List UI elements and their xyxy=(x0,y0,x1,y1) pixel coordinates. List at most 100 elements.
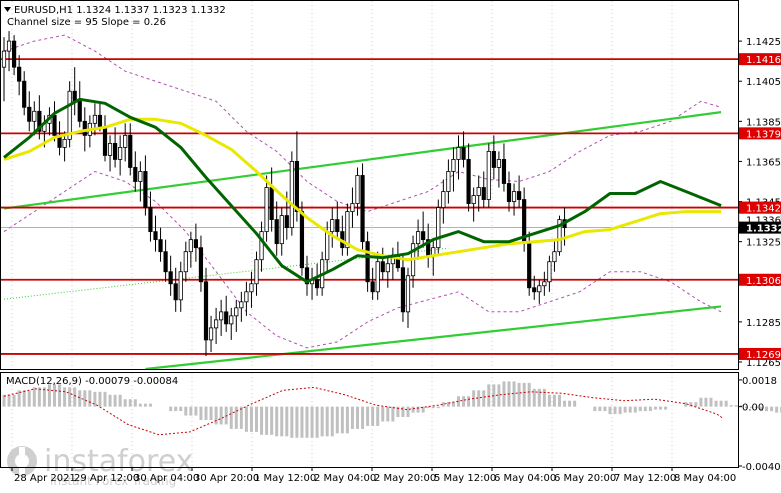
candle-body xyxy=(314,279,320,289)
ma-fast-line xyxy=(3,97,722,284)
instaforex-logo-icon xyxy=(7,446,37,476)
candle xyxy=(128,123,133,176)
macd-axis: 0.0018 0.00 -0.0040 xyxy=(738,376,781,473)
candle xyxy=(143,155,148,216)
candle-body xyxy=(345,211,350,249)
candle-body xyxy=(239,301,244,309)
candle-body xyxy=(143,171,148,208)
candle xyxy=(133,151,138,192)
chart-header: EURUSD,H1 1.1324 1.1337 1.1323 1.1332 Ch… xyxy=(4,5,226,28)
candle-body xyxy=(279,215,284,245)
candle xyxy=(294,131,300,222)
candle xyxy=(138,161,143,202)
time-tick-label: 30 Apr 20:00 xyxy=(194,473,259,484)
ma-slow-line xyxy=(3,117,722,262)
level-tag-label: 1.1269 xyxy=(746,350,781,361)
candle-body xyxy=(350,203,355,212)
candle xyxy=(77,81,82,128)
macd-signal-line xyxy=(3,386,724,436)
candle-body xyxy=(360,175,365,243)
candle xyxy=(385,255,390,288)
candle-body xyxy=(456,146,461,160)
candle-body xyxy=(193,239,198,249)
candle xyxy=(178,261,183,312)
current-price-tag xyxy=(739,221,781,234)
candle xyxy=(400,255,406,322)
candle-body xyxy=(330,219,335,233)
candle-body xyxy=(476,187,481,196)
candle xyxy=(491,135,496,180)
price-tick-label: 1.1425 xyxy=(746,37,781,48)
candle-body xyxy=(264,187,269,233)
candle xyxy=(481,171,486,208)
candle xyxy=(158,227,163,262)
candle xyxy=(224,295,229,332)
channel-lower-line xyxy=(145,305,722,371)
candle xyxy=(471,187,476,222)
candle-body xyxy=(370,281,375,293)
candle-body xyxy=(148,207,153,233)
candle xyxy=(37,95,42,140)
candle xyxy=(254,251,259,296)
candle-body xyxy=(461,146,466,160)
candle xyxy=(229,307,234,340)
candle xyxy=(314,263,320,296)
candle-body xyxy=(234,307,239,317)
candle xyxy=(6,31,12,72)
candle xyxy=(11,35,17,76)
candle-body xyxy=(118,146,123,160)
time-tick-label: 30 Apr 04:00 xyxy=(134,473,199,484)
candle-body xyxy=(11,40,17,68)
level-tag-label: 1.1379 xyxy=(746,129,781,140)
watermark: instaforex Instant Forex Trading xyxy=(7,444,193,488)
candle-body xyxy=(405,275,411,313)
candle-body xyxy=(491,151,496,168)
candle xyxy=(203,267,209,356)
candle-body xyxy=(517,191,522,200)
candle xyxy=(17,55,22,96)
current-price-label: 1.1332 xyxy=(746,224,781,235)
candle xyxy=(476,175,481,212)
candle-body xyxy=(486,151,491,200)
candle xyxy=(436,199,441,256)
candle-body xyxy=(496,159,502,168)
candle xyxy=(274,201,279,256)
candle-body xyxy=(208,327,214,341)
dropdown-triangle-icon[interactable] xyxy=(4,7,11,12)
candle xyxy=(188,231,193,268)
candle xyxy=(123,123,128,162)
candle-body xyxy=(294,161,300,212)
candle-body xyxy=(213,319,219,329)
candle xyxy=(506,171,512,212)
candle-body xyxy=(27,106,32,122)
candle-body xyxy=(17,66,22,82)
candle-body xyxy=(107,142,113,156)
candle-body xyxy=(325,231,330,261)
candle-body xyxy=(466,159,471,204)
time-tick-label: 8 May 04:00 xyxy=(674,473,736,484)
main-panel-frame xyxy=(0,0,739,370)
candle xyxy=(113,127,118,168)
candle-body xyxy=(284,215,289,229)
candle-body xyxy=(365,241,370,283)
candle-body xyxy=(375,261,380,293)
candle-body xyxy=(22,80,27,108)
candle xyxy=(375,251,380,300)
candle-body xyxy=(446,171,451,192)
candle-body xyxy=(421,231,426,241)
candle-body xyxy=(92,114,97,124)
candle xyxy=(249,271,254,308)
candle xyxy=(208,315,214,352)
candle-body xyxy=(274,219,279,245)
candle xyxy=(501,143,507,192)
candle xyxy=(552,241,557,272)
candle xyxy=(193,223,198,262)
time-tick-label: 29 Apr 12:00 xyxy=(74,473,139,484)
candle xyxy=(67,81,72,148)
candle-body xyxy=(153,231,158,241)
price-tick-label: 1.1385 xyxy=(746,117,781,128)
candle xyxy=(163,239,168,282)
candle xyxy=(466,143,471,212)
candle-body xyxy=(67,90,72,140)
